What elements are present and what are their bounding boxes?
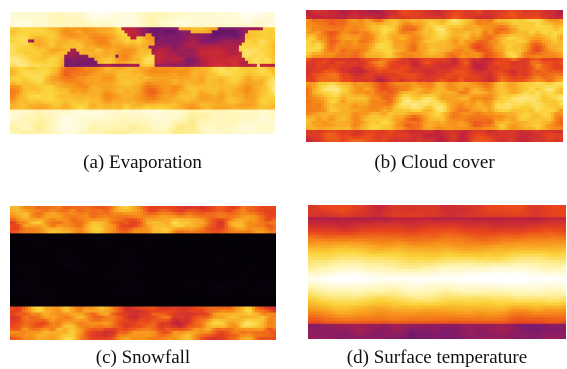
snowfall-cells [10, 206, 276, 340]
snowfall-heatmap [10, 206, 276, 340]
evaporation-cells [10, 12, 275, 134]
caption-cloud-cover: (b) Cloud cover [374, 152, 495, 173]
caption-evaporation: (a) Evaporation [83, 152, 202, 173]
caption-surface-temperature: (d) Surface temperature [346, 347, 528, 368]
cloud-cover-heatmap [306, 10, 563, 142]
cloud-cover-cells [306, 10, 563, 142]
surface-temperature-cells [308, 205, 566, 339]
caption-snowfall: (c) Snowfall [95, 347, 191, 368]
surface-temperature-heatmap [308, 205, 566, 339]
evaporation-heatmap [10, 12, 275, 134]
